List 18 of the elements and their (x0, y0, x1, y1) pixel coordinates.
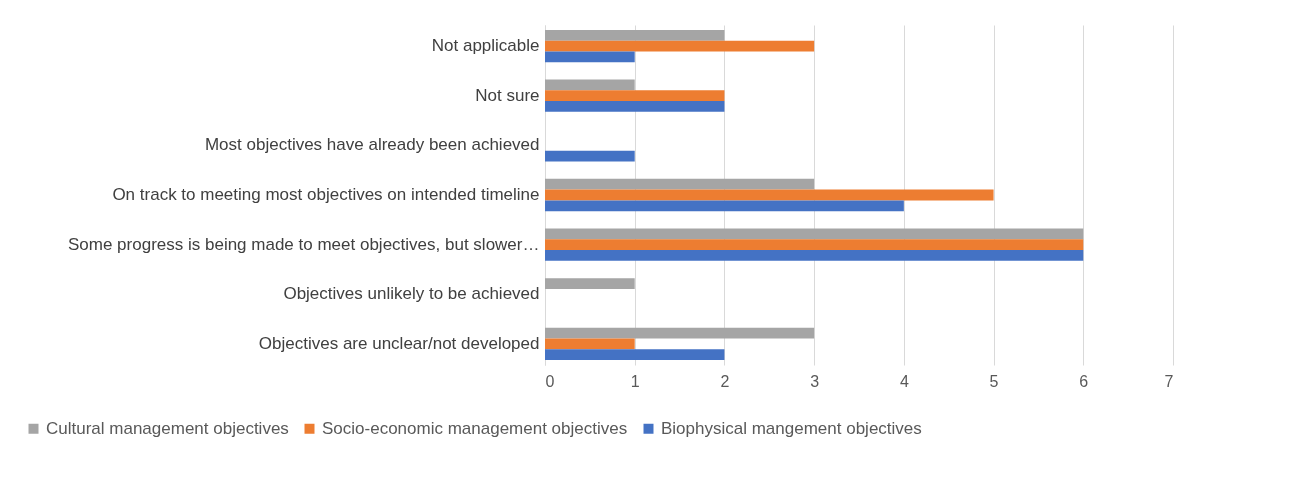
x-tick-label: 3 (810, 372, 820, 390)
x-tick-label: 7 (1164, 372, 1174, 390)
x-tick-label: 2 (720, 372, 730, 390)
y-tick-label: Objectives are unclear/not developed (258, 333, 540, 353)
y-tick-label: Not applicable (431, 36, 540, 56)
y-tick-label: On track to meeting most objectives on intended timeline (112, 185, 540, 204)
x-tick-label: 5 (989, 372, 999, 390)
y-tick-label: Not sure (475, 85, 540, 105)
y-tick-label: Most objectives have already been achieved (204, 135, 540, 155)
legend-label: Cultural management objectives (46, 418, 289, 438)
legend-label: Biophysical mangement objectives (661, 418, 922, 438)
x-tick-label: 6 (1079, 372, 1089, 390)
x-tick-label: 4 (899, 372, 909, 390)
y-tick-label: Some progress is being made to meet objectives, but slower… (67, 234, 540, 254)
x-tick-label: 0 (545, 372, 555, 390)
y-tick-label: Objectives unlikely to be achieved (283, 284, 540, 304)
x-tick-label: 1 (630, 372, 640, 390)
legend-label: Socio-economic management objectives (322, 418, 628, 438)
